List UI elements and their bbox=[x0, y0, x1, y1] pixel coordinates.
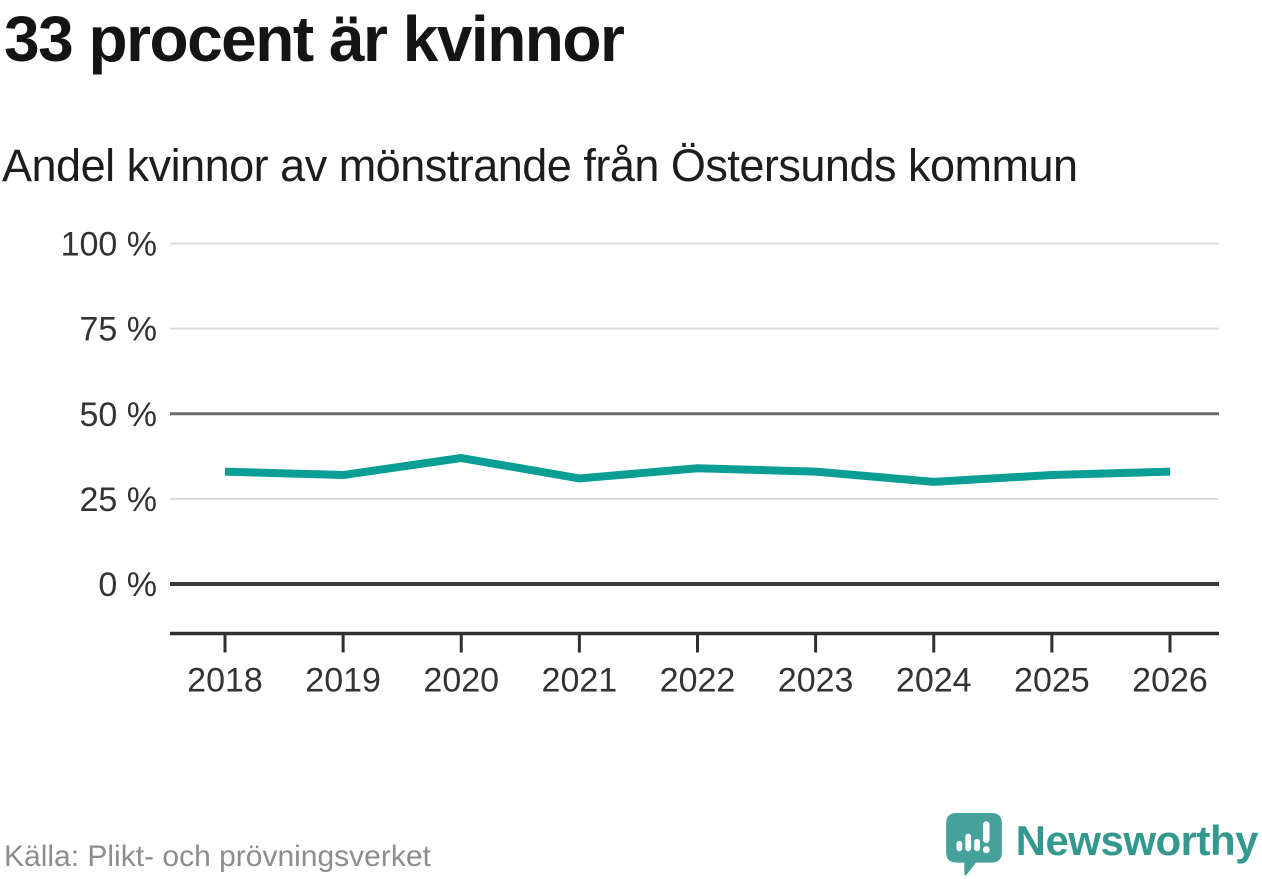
x-tick-label-2023: 2023 bbox=[778, 662, 854, 700]
data-line-andel-kvinnor bbox=[224, 454, 1171, 486]
x-tick-label-2020: 2020 bbox=[423, 662, 499, 700]
y-tick-label-100: 100 % bbox=[61, 226, 157, 264]
y-tick-label-50: 50 % bbox=[80, 396, 158, 434]
x-tick-label-2024: 2024 bbox=[896, 662, 972, 700]
x-tick-label-2018: 2018 bbox=[187, 662, 263, 700]
newsworthy-logo-text: Newsworthy bbox=[1015, 817, 1259, 864]
x-tick-label-2025: 2025 bbox=[1014, 662, 1090, 700]
x-tick-label-2022: 2022 bbox=[660, 662, 736, 700]
x-tick-label-2026: 2026 bbox=[1132, 662, 1208, 700]
newsworthy-logo: Newsworthy bbox=[945, 812, 1259, 876]
y-tick-label-25: 25 % bbox=[80, 481, 158, 519]
x-tick-label-2021: 2021 bbox=[542, 662, 618, 700]
y-tick-label-75: 75 % bbox=[80, 311, 158, 349]
chart-subtitle: Andel kvinnor av mönstrande från Östersu… bbox=[2, 140, 1078, 191]
y-tick-label-0: 0 % bbox=[98, 566, 157, 604]
newsworthy-logo-icon bbox=[945, 813, 1002, 876]
x-tick-label-2019: 2019 bbox=[305, 662, 381, 700]
chart-title: 33 procent är kvinnor bbox=[4, 3, 625, 75]
source-text: Källa: Plikt- och prövningsverket bbox=[4, 840, 431, 873]
